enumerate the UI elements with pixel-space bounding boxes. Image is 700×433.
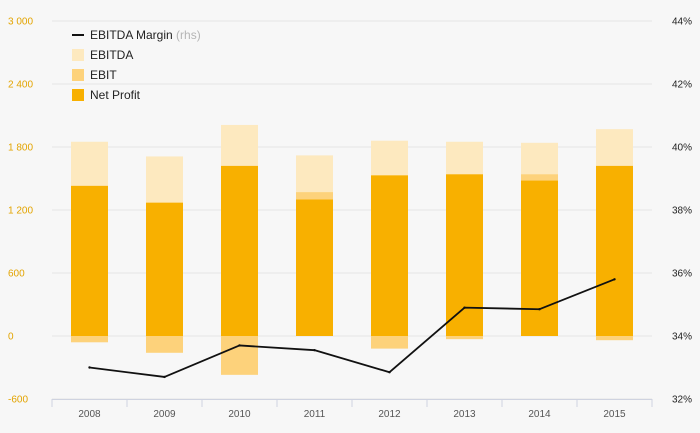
y-left-tick-label: 600 xyxy=(8,269,25,280)
bar-net-profit xyxy=(371,175,408,336)
bar-ebit xyxy=(596,336,633,341)
bar-net-profit xyxy=(521,180,558,336)
bar-net-profit xyxy=(221,165,258,336)
ebitda-margin-point xyxy=(238,344,241,347)
y-right-tick-label: 44% xyxy=(672,17,692,28)
x-tick-label: 2012 xyxy=(378,409,401,420)
ebitda-margin-point xyxy=(163,375,166,379)
y-left-tick-label: 1 200 xyxy=(8,206,33,217)
bar-ebit xyxy=(71,336,108,343)
y-left-tick-label: 1 800 xyxy=(8,143,33,154)
legend-label: EBITDA Margin (rhs) xyxy=(90,28,201,42)
legend-swatch xyxy=(72,69,84,81)
axes: -600 0 600 1 200 1 800 2 400 3 000 32% 34% 36% 38%… xyxy=(8,17,692,421)
y-right-tick-label: 40% xyxy=(672,143,692,154)
y-right-tick-label: 42% xyxy=(672,80,692,91)
x-tick-label: 2010 xyxy=(228,409,251,420)
bar-net-profit xyxy=(146,202,183,336)
legend-label: EBIT xyxy=(90,68,117,82)
legend-label: EBITDA xyxy=(90,48,133,62)
y-left-tick-label: 3 000 xyxy=(8,17,33,28)
x-tick-label: 2015 xyxy=(603,409,626,420)
ebitda-margin-point xyxy=(613,278,616,281)
legend: EBITDA Margin (rhs) EBITDA EBIT Net Profit xyxy=(72,28,201,102)
bar-net-profit xyxy=(296,199,333,336)
y-right-tick-label: 34% xyxy=(672,332,692,343)
y-right-tick-label: 32% xyxy=(672,395,692,406)
ebitda-margin-point xyxy=(388,371,391,374)
ebitda-margin-point xyxy=(463,306,466,309)
bar-net-profit xyxy=(446,174,483,336)
gridlines xyxy=(52,20,652,400)
bars xyxy=(71,124,633,375)
x-tick-label: 2011 xyxy=(304,409,326,420)
bar-ebit xyxy=(446,336,483,340)
margin-line xyxy=(88,278,616,379)
x-tick-label: 2014 xyxy=(528,409,551,420)
ebitda-margin-line xyxy=(89,278,615,378)
y-right-tick-label: 38% xyxy=(672,206,692,217)
legend-swatch xyxy=(72,49,84,61)
y-left-tick-label: 0 xyxy=(8,332,14,343)
y-left-tick-label: 2 400 xyxy=(8,80,33,91)
x-tick-label: 2008 xyxy=(78,409,101,420)
ebitda-margin-point xyxy=(538,308,541,311)
y-right-tick-label: 36% xyxy=(672,269,692,280)
legend-label-suffix: (rhs) xyxy=(173,28,201,42)
bar-ebit xyxy=(371,336,408,349)
legend-label: Net Profit xyxy=(90,88,141,102)
ebitda-margin-point xyxy=(313,348,316,352)
bar-net-profit xyxy=(596,165,633,336)
legend-swatch xyxy=(72,89,84,101)
bar-ebit xyxy=(221,336,258,375)
x-tick-label: 2013 xyxy=(453,409,476,420)
x-tick-label: 2009 xyxy=(153,409,176,420)
ebitda-margin-point xyxy=(88,366,91,369)
bar-ebit xyxy=(146,336,183,353)
bar-net-profit xyxy=(71,185,108,336)
y-left-tick-label: -600 xyxy=(8,395,28,406)
